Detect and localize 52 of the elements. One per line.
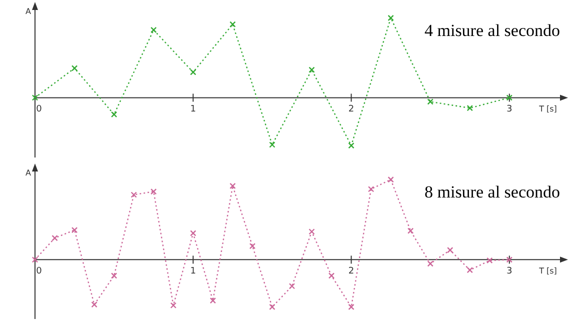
point xyxy=(230,21,236,28)
point xyxy=(427,98,434,105)
point xyxy=(308,66,315,73)
x-tick-label: 2 xyxy=(348,104,354,115)
point xyxy=(466,104,473,112)
point xyxy=(230,182,236,190)
point xyxy=(150,188,157,195)
point xyxy=(506,256,512,263)
x-tick-label: 1 xyxy=(190,266,196,277)
x-axis-title: T [s] xyxy=(538,266,557,276)
point xyxy=(466,267,473,274)
point xyxy=(32,256,38,263)
point xyxy=(308,228,315,235)
point xyxy=(150,26,157,34)
point xyxy=(486,257,493,264)
point xyxy=(91,301,98,308)
x-tick-label: 0 xyxy=(36,104,42,115)
point xyxy=(249,242,256,250)
point xyxy=(110,272,118,279)
point xyxy=(348,304,354,310)
point xyxy=(52,234,58,242)
point xyxy=(71,226,78,234)
point xyxy=(190,69,196,76)
point xyxy=(407,228,414,234)
point xyxy=(427,260,434,267)
y-axis-title: A xyxy=(26,168,32,178)
x-tick-label: 1 xyxy=(190,104,196,115)
point xyxy=(170,302,176,308)
chart-title: 4 misure al secondo xyxy=(424,21,560,40)
point xyxy=(190,230,196,236)
point xyxy=(130,192,137,198)
point xyxy=(506,94,512,101)
x-tick-label: 2 xyxy=(348,266,354,277)
point xyxy=(269,304,276,310)
point xyxy=(328,272,335,279)
x-tick-label: 3 xyxy=(506,266,512,277)
point xyxy=(210,297,216,304)
point xyxy=(447,246,454,254)
point xyxy=(32,94,38,101)
point xyxy=(71,65,78,72)
point xyxy=(388,176,394,183)
point xyxy=(348,142,354,149)
x-tick-label: 3 xyxy=(506,104,512,115)
point xyxy=(388,14,394,22)
chart-title: 8 misure al secondo xyxy=(424,182,560,202)
x-axis-title: T [s] xyxy=(538,104,557,114)
point xyxy=(110,111,118,118)
x-tick-label: 0 xyxy=(36,266,42,277)
point xyxy=(269,142,276,148)
point xyxy=(288,283,296,290)
y-axis-title: A xyxy=(26,7,32,16)
point xyxy=(368,186,374,192)
